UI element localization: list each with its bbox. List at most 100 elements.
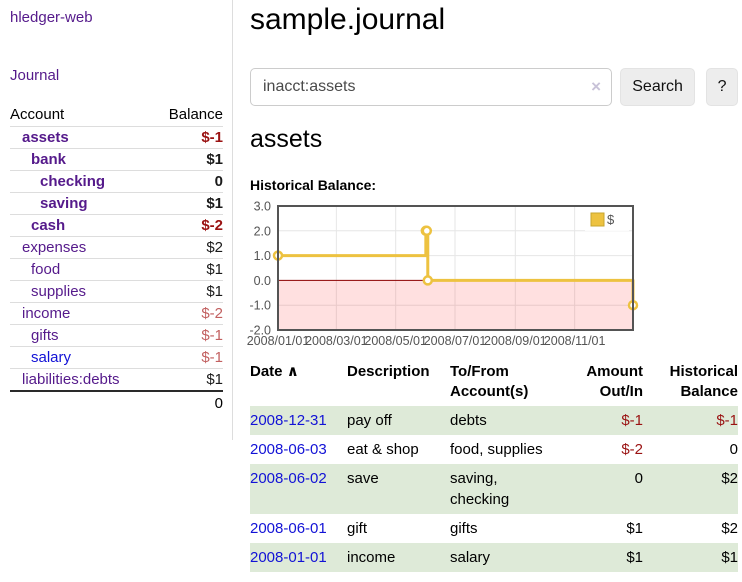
account-row: cash $-2 bbox=[10, 214, 223, 237]
account-name-cell: expenses bbox=[10, 236, 153, 259]
search-button[interactable]: Search bbox=[620, 68, 696, 106]
transaction-date-link[interactable]: 2008-01-01 bbox=[250, 549, 327, 566]
register-row: 2008-06-02 save saving, checking 0 $2 bbox=[250, 464, 738, 514]
y-tick-label: 1.0 bbox=[254, 249, 271, 263]
account-row: supplies $1 bbox=[10, 280, 223, 303]
account-row: salary $-1 bbox=[10, 346, 223, 369]
historical-balance-chart: $3.0 2.0 1.0 0.0 -1.0 -2.0 2008/01/01 2008/03/0… bbox=[247, 200, 642, 350]
register-accounts-cell: debts bbox=[450, 412, 487, 429]
sidebar-account-link[interactable]: bank bbox=[31, 151, 67, 168]
y-tick-label: 2.0 bbox=[254, 224, 271, 238]
transaction-date-link[interactable]: 2008-12-31 bbox=[250, 412, 327, 429]
register-balance-cell: 0 bbox=[729, 441, 738, 458]
search-input[interactable] bbox=[250, 68, 612, 106]
sidebar-account-link[interactable]: saving bbox=[40, 195, 88, 212]
transaction-date-link[interactable]: 2008-06-03 bbox=[250, 441, 327, 458]
x-tick-label: 2008/11/01 bbox=[544, 334, 606, 348]
y-tick-label: -1.0 bbox=[249, 299, 271, 313]
sidebar-account-link[interactable]: gifts bbox=[31, 327, 59, 344]
chart-legend: $ bbox=[585, 209, 629, 231]
account-name-cell: gifts bbox=[10, 324, 153, 347]
nav-journal-link[interactable]: Journal bbox=[10, 67, 60, 84]
register-accounts-cell: salary bbox=[450, 549, 491, 566]
transaction-date-link[interactable]: 2008-06-02 bbox=[250, 470, 327, 487]
data-point-marker bbox=[421, 225, 433, 237]
register-date-cell: 2008-01-01 bbox=[250, 543, 347, 572]
account-balance: 0 bbox=[152, 170, 223, 193]
search-input-wrap: × bbox=[250, 68, 612, 106]
account-balance: $-1 bbox=[152, 324, 223, 347]
sidebar-account-link[interactable]: liabilities:debts bbox=[22, 371, 120, 388]
x-tick-label: 2008/01/01 bbox=[247, 334, 310, 348]
account-balance: $1 bbox=[152, 368, 223, 391]
register-header-date[interactable]: Date ∧ bbox=[250, 363, 299, 380]
register-header-description: Description bbox=[347, 363, 430, 380]
sidebar-account-link[interactable]: cash bbox=[31, 217, 66, 234]
register-date-cell: 2008-12-31 bbox=[250, 406, 347, 435]
account-row: food $1 bbox=[10, 258, 223, 281]
account-name-cell: bank bbox=[10, 148, 153, 171]
register-description-cell: eat & shop bbox=[347, 441, 419, 458]
accounts-table: Account Balance assets $-1 bank $1 checking 0… bbox=[10, 103, 223, 415]
y-tick-label: 0.0 bbox=[254, 274, 271, 288]
app-brand-link[interactable]: hledger-web bbox=[10, 9, 93, 26]
account-balance: $-1 bbox=[152, 346, 223, 369]
register-balance-cell: $1 bbox=[721, 549, 738, 566]
accounts-table-header: Account Balance bbox=[10, 103, 223, 127]
register-balance-cell: $2 bbox=[721, 470, 738, 487]
accounts-total-row: 0 bbox=[10, 390, 223, 415]
register-description-cell: gift bbox=[347, 520, 368, 537]
account-row: liabilities:debts $1 bbox=[10, 368, 223, 391]
accounts-header-balance: Balance bbox=[168, 106, 223, 123]
register-accounts-cell: gifts bbox=[450, 520, 478, 537]
x-tick-label: 2008/03/01 bbox=[305, 334, 368, 348]
legend-swatch-icon bbox=[590, 212, 605, 227]
register-accounts-cell: saving, checking bbox=[450, 470, 510, 508]
sidebar-account-link[interactable]: assets bbox=[22, 129, 69, 146]
register-balance-cell: $-1 bbox=[716, 412, 738, 429]
sidebar-account-link[interactable]: expenses bbox=[22, 239, 87, 256]
sidebar: hledger-web Journal Account Balance asse… bbox=[0, 0, 233, 440]
account-heading: assets bbox=[250, 125, 323, 153]
x-tick-label: 2008/05/01 bbox=[364, 334, 427, 348]
y-tick-label: 3.0 bbox=[254, 200, 271, 214]
data-point-marker bbox=[422, 275, 434, 286]
account-balance: $2 bbox=[152, 236, 223, 259]
account-name-cell: food bbox=[10, 258, 153, 281]
register-header-amount: Amount Out/In bbox=[586, 363, 643, 400]
account-name-cell: supplies bbox=[10, 280, 153, 303]
negative-region bbox=[278, 280, 633, 330]
register-header-row: Date ∧ Description To/From Account(s) Am… bbox=[250, 360, 738, 406]
search-form: × Search ? bbox=[250, 68, 738, 106]
register-description-cell: pay off bbox=[347, 412, 392, 429]
accounts-header-account: Account bbox=[10, 106, 65, 123]
register-row: 2008-12-31 pay off debts $-1 $-1 bbox=[250, 406, 738, 435]
account-balance: $1 bbox=[152, 258, 223, 281]
page-title: sample.journal bbox=[250, 3, 446, 36]
register-amount-cell: $1 bbox=[626, 520, 643, 537]
account-name-cell: cash bbox=[10, 214, 153, 237]
account-row: expenses $2 bbox=[10, 236, 223, 259]
svg-text:$: $ bbox=[607, 212, 615, 227]
account-balance: $1 bbox=[152, 280, 223, 303]
register-amount-cell: 0 bbox=[634, 470, 643, 487]
account-row: checking 0 bbox=[10, 170, 223, 193]
sidebar-account-link[interactable]: income bbox=[22, 305, 71, 322]
register-table-body: 2008-12-31 pay off debts $-1 $-1 2008-06-03 ea… bbox=[250, 406, 738, 572]
y-tick-label: -2.0 bbox=[249, 324, 271, 338]
sidebar-account-link[interactable]: checking bbox=[40, 173, 106, 190]
account-row: saving $1 bbox=[10, 192, 223, 215]
accounts-total-spacer bbox=[10, 390, 153, 415]
sidebar-account-link[interactable]: food bbox=[31, 261, 61, 278]
help-button[interactable]: ? bbox=[706, 68, 738, 106]
account-name-cell: assets bbox=[10, 126, 153, 149]
transaction-date-link[interactable]: 2008-06-01 bbox=[250, 520, 327, 537]
account-name-cell: saving bbox=[10, 192, 153, 215]
sort-ascending-icon: ∧ bbox=[286, 363, 299, 380]
sidebar-account-link[interactable]: supplies bbox=[31, 283, 87, 300]
sidebar-account-link[interactable]: salary bbox=[31, 349, 72, 366]
register-amount-cell: $-2 bbox=[621, 441, 643, 458]
account-balance: $-2 bbox=[152, 302, 223, 325]
clear-search-icon[interactable]: × bbox=[591, 77, 601, 96]
register-accounts-cell: food, supplies bbox=[450, 441, 543, 458]
